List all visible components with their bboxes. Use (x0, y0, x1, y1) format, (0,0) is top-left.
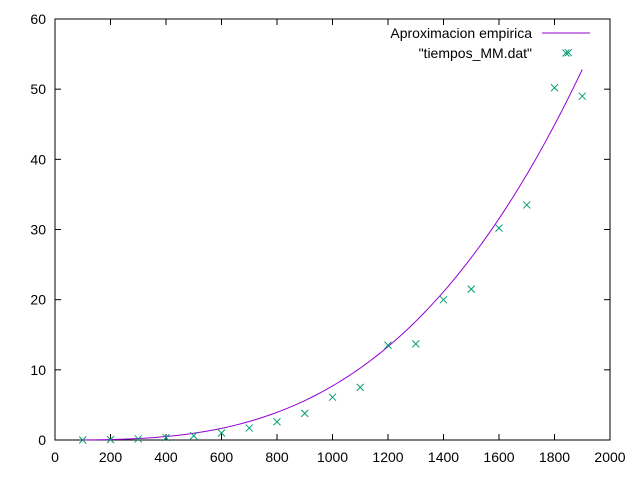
x-tick-label: 2000 (594, 449, 625, 465)
y-tick-label: 0 (38, 432, 46, 448)
data-point (467, 285, 476, 293)
legend-label-aproximacion-empirica: Aproximacion empirica (390, 25, 532, 41)
plot-area-frame (54, 18, 611, 441)
y-tick-label: 50 (30, 81, 46, 97)
y-tick-label: 30 (30, 222, 46, 238)
x-tick-label: 1400 (428, 449, 459, 465)
y-tick-label: 40 (30, 151, 46, 167)
data-point (273, 417, 281, 426)
legend: Aproximacion empirica "tiempos_MM.dat" (390, 25, 590, 61)
series-points-tiempos-mm (78, 48, 587, 444)
data-point (189, 431, 198, 440)
data-point (328, 393, 337, 402)
data-point (78, 436, 87, 444)
data-point (439, 295, 448, 304)
y-axis: 0 10 20 30 40 50 60 (30, 11, 610, 448)
data-point (550, 83, 559, 92)
data-point (578, 92, 587, 101)
data-point (162, 433, 170, 442)
x-tick-label: 1600 (483, 449, 514, 465)
y-tick-label: 10 (30, 362, 46, 378)
x-tick-label: 800 (265, 449, 289, 465)
x-axis: 0 200 400 600 800 1000 1200 1400 1600 1800 2000 (51, 19, 626, 465)
data-point (564, 48, 573, 57)
data-point (522, 201, 531, 209)
y-tick-label: 20 (30, 292, 46, 308)
data-point (245, 424, 254, 432)
y-tick-label: 60 (30, 11, 46, 27)
data-point (495, 224, 503, 232)
data-point (134, 435, 143, 443)
x-tick-label: 1200 (372, 449, 403, 465)
x-tick-label: 1000 (317, 449, 348, 465)
data-point (411, 340, 420, 348)
legend-marker-x (562, 49, 570, 57)
data-point (300, 409, 309, 418)
x-tick-label: 600 (210, 449, 234, 465)
data-point (106, 435, 115, 444)
x-tick-label: 0 (51, 449, 59, 465)
legend-label-tiempos-mm: "tiempos_MM.dat" (419, 45, 532, 61)
x-tick-label: 400 (154, 449, 178, 465)
x-tick-label: 1800 (539, 449, 570, 465)
legend-swatch-tiempos-mm (562, 49, 570, 57)
data-point (217, 429, 226, 437)
x-tick-label: 200 (99, 449, 123, 465)
data-point (384, 341, 392, 350)
series-line-aproximacion-empirica (82, 69, 583, 441)
data-point (356, 383, 365, 392)
